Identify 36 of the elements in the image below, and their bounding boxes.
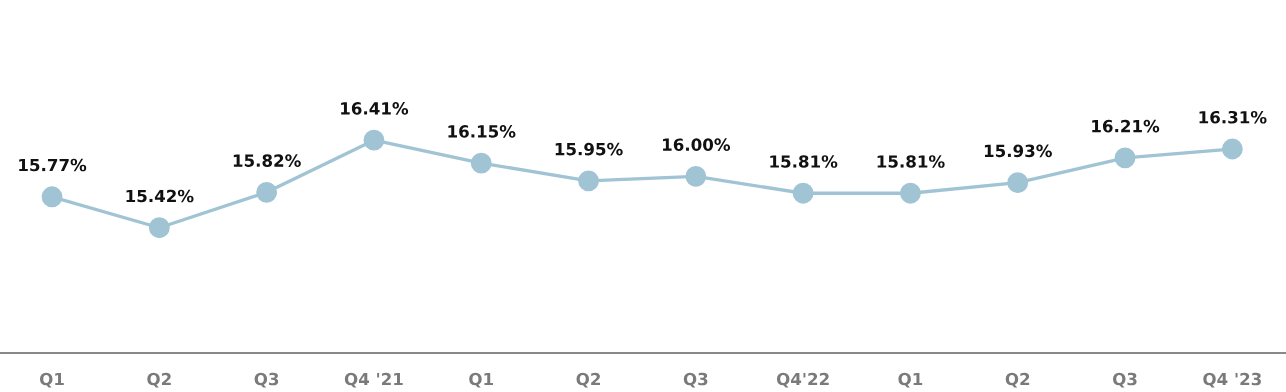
x-tick-label: Q1: [39, 372, 64, 388]
point: [578, 170, 599, 192]
point: [900, 182, 921, 204]
point: [1114, 147, 1136, 169]
x-tick-label: Q1: [898, 372, 923, 388]
point: [1007, 172, 1029, 194]
data-label: 15.95%: [555, 142, 623, 156]
point: [1221, 138, 1243, 160]
point: [41, 186, 63, 208]
data-label: 16.41%: [341, 102, 409, 115]
point: [470, 152, 492, 174]
x-tick-label: Q2: [576, 372, 600, 388]
point: [792, 182, 814, 204]
data-label: 16.21%: [1092, 119, 1160, 133]
point: [685, 166, 707, 187]
data-label: 16.15%: [448, 125, 516, 138]
data-label: 15.77%: [19, 158, 87, 172]
x-tick-label: Q3: [683, 372, 708, 388]
data-label: 15.81%: [770, 155, 838, 168]
x-tick-label: Q4'22: [776, 372, 829, 388]
x-tick-label: Q4 '23: [1203, 372, 1261, 388]
x-tick-label: Q2: [147, 372, 171, 388]
data-label: 15.81%: [877, 155, 945, 168]
data-label: 15.93%: [984, 144, 1052, 158]
point: [148, 217, 170, 239]
data-label: 16.31%: [1199, 110, 1267, 124]
point: [363, 129, 385, 151]
point: [256, 181, 278, 203]
x-tick-label: Q1: [469, 372, 493, 388]
data-label: 16.00%: [663, 138, 731, 151]
x-tick-label: Q3: [254, 372, 279, 388]
data-label: 15.42%: [126, 189, 194, 203]
x-tick-label: Q2: [1005, 372, 1030, 388]
data-label: 15.82%: [233, 154, 301, 167]
x-tick-label: Q4 '21: [344, 372, 403, 388]
x-tick-label: Q3: [1113, 372, 1137, 388]
